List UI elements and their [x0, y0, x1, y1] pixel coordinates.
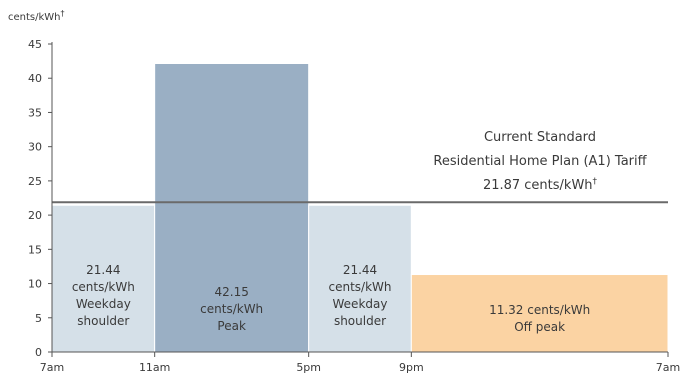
x-tick-label: 7am	[656, 361, 680, 374]
y-axis-unit-label: cents/kWh†	[8, 9, 65, 23]
bar-3	[410, 274, 669, 353]
bar-2	[308, 204, 412, 353]
y-tick-label: 10	[28, 278, 42, 291]
x-tick-label: 5pm	[296, 361, 321, 374]
x-tick-label: 9pm	[399, 361, 424, 374]
y-tick-label: 40	[28, 72, 42, 85]
y-tick-label: 25	[28, 175, 42, 188]
y-tick-label: 20	[28, 209, 42, 222]
bar-label-0: 21.44 cents/kWh Weekday shoulder	[72, 263, 135, 328]
y-tick-label: 5	[35, 312, 42, 325]
bar-label-3: 11.32 cents/kWh Off peak	[489, 303, 590, 334]
reference-line-label: Current Standard Residential Home Plan (A…	[433, 130, 647, 193]
bar-label-2: 21.44 cents/kWh Weekday shoulder	[328, 263, 391, 328]
y-tick-label: 30	[28, 141, 42, 154]
bar-1	[154, 63, 310, 353]
reference-line-layer: Current Standard Residential Home Plan (A…	[52, 130, 668, 204]
y-tick-label: 45	[28, 38, 42, 51]
y-tick-label: 15	[28, 243, 42, 256]
bar-labels-layer: 21.44 cents/kWh Weekday shoulder 42.15 cents/…	[72, 263, 590, 334]
x-tick-label: 7am	[40, 361, 64, 374]
y-tick-label: 35	[28, 106, 42, 119]
y-tick-label: 0	[35, 346, 42, 359]
x-tick-label: 11am	[139, 361, 170, 374]
axes-layer: 0 5 10 15 20 25 30 35 40 45 7am 11am 5pm 9pm 7am	[28, 38, 680, 374]
bar-label-1: 42.15 cents/kWh Peak	[200, 285, 263, 333]
bars-layer	[51, 63, 669, 353]
bar-0	[51, 204, 156, 353]
